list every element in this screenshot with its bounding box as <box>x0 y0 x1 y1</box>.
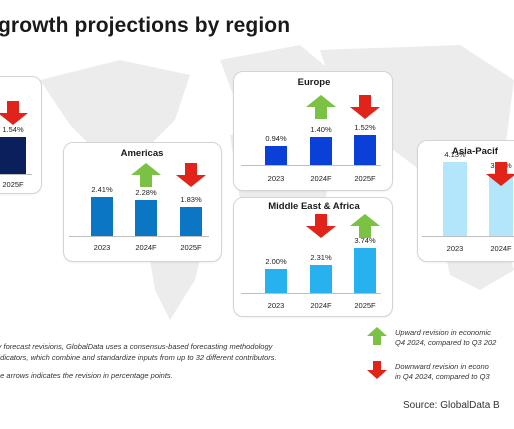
chart-bar <box>354 135 376 165</box>
chart-axis-line <box>0 174 32 175</box>
chart-tick-label: 2024F <box>310 174 332 183</box>
revision-up-arrow-icon <box>131 163 161 187</box>
revision-down-arrow-icon-shape <box>350 95 380 119</box>
revision-down-arrow-icon-shape <box>0 101 28 125</box>
chart-bar <box>310 265 332 293</box>
chart-bar <box>0 137 26 174</box>
legend-down-line1: Downward revision in econo <box>395 362 489 371</box>
chart-tick-label: 2023 <box>93 243 111 252</box>
chart-title: Asia-Pacif <box>452 146 498 157</box>
chart-tick-label: 2025F <box>354 174 376 183</box>
chart-axis-line <box>241 293 381 294</box>
chart-value-label: 3.74% <box>354 236 376 245</box>
panel-europe <box>233 71 393 191</box>
legend-up-text: Upward revision in economic Q4 2024, com… <box>395 328 496 348</box>
chart-title: Europe <box>297 77 331 88</box>
revision-down-arrow-icon-shape <box>486 162 514 186</box>
source-text: Source: GlobalData B <box>403 400 500 411</box>
chart-value-label: 1.54% <box>2 125 24 134</box>
revision-down-arrow-icon <box>0 101 28 125</box>
revision-down-arrow-icon <box>306 214 336 238</box>
chart-tick-label: 2024F <box>310 301 332 310</box>
chart-title: Middle East & Africa <box>268 201 360 212</box>
chart-value-label: 1.52% <box>354 123 376 132</box>
chart-bar <box>354 248 376 293</box>
note-line2: ndicators, which combine and standardize… <box>0 353 277 362</box>
chart-value-label: 2.41% <box>91 185 113 194</box>
chart-tick-label: 2025F <box>180 243 202 252</box>
chart-bar <box>180 207 202 236</box>
chart-value-label: 0.94% <box>265 134 287 143</box>
chart-tick-label: 2025F <box>354 301 376 310</box>
chart-axis-line <box>422 236 514 237</box>
chart-tick-label: 2024F <box>490 244 512 253</box>
note-line1: ly forecast revisions, GlobalData uses a… <box>0 342 273 351</box>
chart-value-label: 1.83% <box>180 195 202 204</box>
revision-up-arrow-icon-shape <box>131 163 161 187</box>
chart-tick-label: 2023 <box>446 244 464 253</box>
panel-americas <box>63 142 222 262</box>
panel-0 <box>0 76 42 194</box>
revision-down-arrow-icon-shape <box>176 163 206 187</box>
chart-axis-line <box>69 236 209 237</box>
chart-tick-label: 2023 <box>267 301 285 310</box>
legend-up-line2: Q4 2024, compared to Q3 202 <box>395 338 497 347</box>
revision-down-arrow-icon-shape <box>306 214 336 238</box>
legend-down-line2: in Q4 2024, compared to Q3 <box>395 372 490 381</box>
chart-tick-label: 2024F <box>135 243 157 252</box>
revision-down-arrow-icon <box>176 163 206 187</box>
chart-bar <box>265 269 287 293</box>
legend-up-line1: Upward revision in economic <box>395 328 491 337</box>
chart-tick-label: 2023 <box>267 174 285 183</box>
revision-up-arrow-icon <box>306 95 336 119</box>
revision-up-arrow-icon-shape <box>306 95 336 119</box>
chart-value-label: 4.13% <box>444 150 466 159</box>
revision-up-arrow-icon-shape <box>350 214 380 238</box>
revision-up-arrow-icon <box>350 214 380 238</box>
chart-tick-label: 2025F <box>2 180 24 189</box>
chart-value-label: 2.00% <box>265 257 287 266</box>
chart-bar <box>310 137 332 165</box>
chart-value-label: 2.28% <box>135 188 157 197</box>
chart-bar <box>265 146 287 165</box>
note-line3: he arrows indicates the revision in perc… <box>0 371 173 380</box>
revision-down-arrow-icon <box>486 162 514 186</box>
chart-bar <box>443 162 467 236</box>
legend-down-text: Downward revision in econo in Q4 2024, c… <box>395 362 490 382</box>
chart-title: Americas <box>120 148 164 159</box>
legend-up-arrow-icon <box>367 327 387 345</box>
revision-down-arrow-icon <box>350 95 380 119</box>
chart-value-label: 2.31% <box>310 253 332 262</box>
chart-value-label: 1.40% <box>310 125 332 134</box>
legend-down-arrow-icon <box>367 361 387 379</box>
chart-bar <box>91 197 113 236</box>
page-title: growth projections by region <box>0 14 291 37</box>
chart-axis-line <box>241 165 381 166</box>
chart-bar <box>135 200 157 236</box>
